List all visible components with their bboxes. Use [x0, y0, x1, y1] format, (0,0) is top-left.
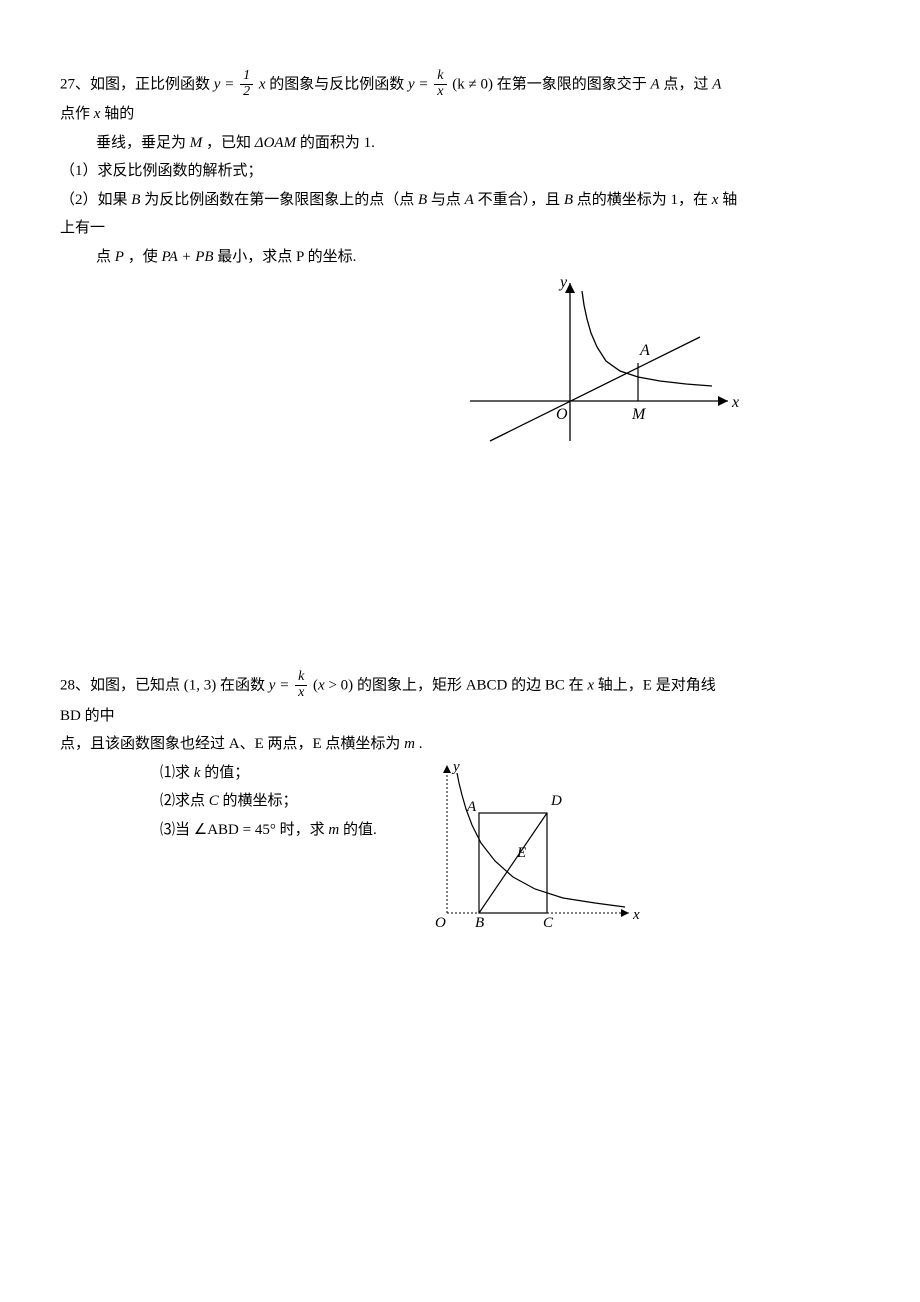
q28-sub3: ⑶当 ∠ABD = 45° 时，求 m 的值. [60, 816, 377, 845]
q28-s3b: 时，求 [280, 822, 329, 838]
q27-B2: B [418, 192, 427, 208]
q27-figure: x y O A M [460, 271, 740, 471]
q28-eq-lhs: y = [269, 678, 290, 694]
q27-eq1-frac: 12 [240, 69, 253, 99]
q28-m: m [404, 736, 415, 752]
svg-text:x: x [632, 907, 640, 923]
q27-tri2: ΔOAM [255, 135, 296, 151]
q27-s3b: ，使 [128, 249, 162, 265]
svg-text:y: y [451, 759, 460, 775]
q28-figure: x y O A D B C E [417, 753, 647, 943]
svg-text:O: O [435, 915, 446, 931]
q28-line1: 28、如图，已知点 ((1, 3)1, 3) 在函数 y = kx (x > 0… [60, 671, 740, 730]
problem-27: 27、如图，正比例函数 y = 12 x 的图象与反比例函数 y = kx (k… [60, 70, 740, 631]
q28-l2b: . [415, 736, 423, 752]
svg-text:y: y [558, 274, 568, 291]
q28-x: x [587, 678, 594, 694]
page: 27、如图，正比例函数 y = 12 x 的图象与反比例函数 y = kx (k… [0, 0, 800, 1053]
q28-l1b: 在函数 [220, 678, 269, 694]
svg-text:C: C [543, 915, 554, 931]
q27-A1: A [651, 77, 660, 93]
q28-angle: ∠ABD = 45° [194, 822, 276, 838]
q27-l2a: 垂线，垂足为 [96, 135, 190, 151]
q28-s3a: ⑶当 [160, 822, 194, 838]
q27-number: 27、 [60, 77, 90, 93]
q27-B1: B [131, 192, 140, 208]
q27-eq2-cond: (k ≠ 0) [452, 77, 493, 93]
q27-s3a: 点 [96, 249, 115, 265]
q28-eq-frac: kx [295, 670, 307, 700]
q28-s1a: ⑴求 [160, 765, 194, 781]
q27-s2d: 不重合），且 [478, 192, 564, 208]
q28-l2a: 点，且该函数图象也经过 A、E 两点，E 点横坐标为 [60, 736, 404, 752]
q27-eq1-rhs: x [259, 77, 266, 93]
q27-l2c: 的面积为 1. [300, 135, 375, 151]
q27-A3: A [465, 192, 474, 208]
q28-sub2: ⑵求点 C 的横坐标； [60, 787, 377, 816]
q28-s2a: ⑵求点 [160, 793, 209, 809]
q28-l1c: 的图象上，矩形 ABCD 的边 BC 在 [357, 678, 587, 694]
q28-m2: m [328, 822, 339, 838]
q27-s3c: 最小，求点 P 的坐标. [217, 249, 356, 265]
q28-l1a: 如图，已知点 [90, 678, 180, 694]
q28-C: C [209, 793, 219, 809]
q27-l1e: 点作 [60, 106, 94, 122]
q28-s3c: 的值. [339, 822, 377, 838]
q28-subs: ⑴求 k 的值； ⑵求点 C 的横坐标； ⑶当 ∠ABD = 45° 时，求 m… [60, 759, 377, 845]
q27-P: P [115, 249, 124, 265]
q27-sub1: （1）求反比例函数的解析式； [60, 157, 740, 186]
q27-B3: B [564, 192, 573, 208]
q27-A2: A [712, 77, 721, 93]
q27-l1c: 在第一象限的图象交于 [497, 77, 651, 93]
q28-eq-cond: (x > 0) [313, 678, 353, 694]
q27-x2: x [712, 192, 719, 208]
q27-line2: 垂线，垂足为 M ，已知 ΔΔOAM ΔOAM ΔOAM 的面积为 1. [60, 129, 740, 158]
q28-sub1: ⑴求 k 的值； [60, 759, 377, 788]
q27-l2b: ，已知 [206, 135, 255, 151]
q27-s2c: 与点 [431, 192, 465, 208]
svg-text:E: E [516, 845, 526, 861]
q27-M: M [190, 135, 203, 151]
q27-s2e: 点的横坐标为 1，在 [577, 192, 712, 208]
svg-text:O: O [556, 406, 568, 423]
q27-l1b: 的图象与反比例函数 [269, 77, 408, 93]
q27-s2b: 为反比例函数在第一象限图象上的点（点 [144, 192, 418, 208]
svg-text:D: D [550, 793, 562, 809]
svg-text:A: A [639, 342, 650, 359]
svg-text:x: x [731, 394, 739, 411]
q28-number: 28、 [60, 678, 90, 694]
q27-eq1-lhs: y = [214, 77, 235, 93]
q27-line1: 27、如图，正比例函数 y = 12 x 的图象与反比例函数 y = kx (k… [60, 70, 740, 129]
q27-l1a: 如图，正比例函数 [90, 77, 214, 93]
svg-text:B: B [475, 915, 484, 931]
svg-text:A: A [466, 799, 477, 815]
q28-pt: ((1, 3)1, 3) [184, 678, 217, 694]
q27-sub2: （2）如果 B 为反比例函数在第一象限图象上的点（点 B 与点 A 不重合），且… [60, 186, 740, 243]
q28-s2b: 的横坐标； [219, 793, 298, 809]
svg-text:M: M [631, 406, 647, 423]
q27-eq2-frac: kx [434, 69, 446, 99]
q27-l1d: 点，过 [663, 77, 712, 93]
problem-28: 28、如图，已知点 ((1, 3)1, 3) 在函数 y = kx (x > 0… [60, 671, 740, 953]
q27-x1: x [94, 106, 101, 122]
q27-l1f: 轴的 [104, 106, 134, 122]
q27-eq2-lhs: y = [408, 77, 429, 93]
q27-sub3: 点 P ，使 PA + PB 最小，求点 P 的坐标. [60, 243, 740, 272]
q27-papb: PA + PB [161, 249, 213, 265]
q27-s2a: （2）如果 [60, 192, 131, 208]
q28-s1b: 的值； [200, 765, 249, 781]
